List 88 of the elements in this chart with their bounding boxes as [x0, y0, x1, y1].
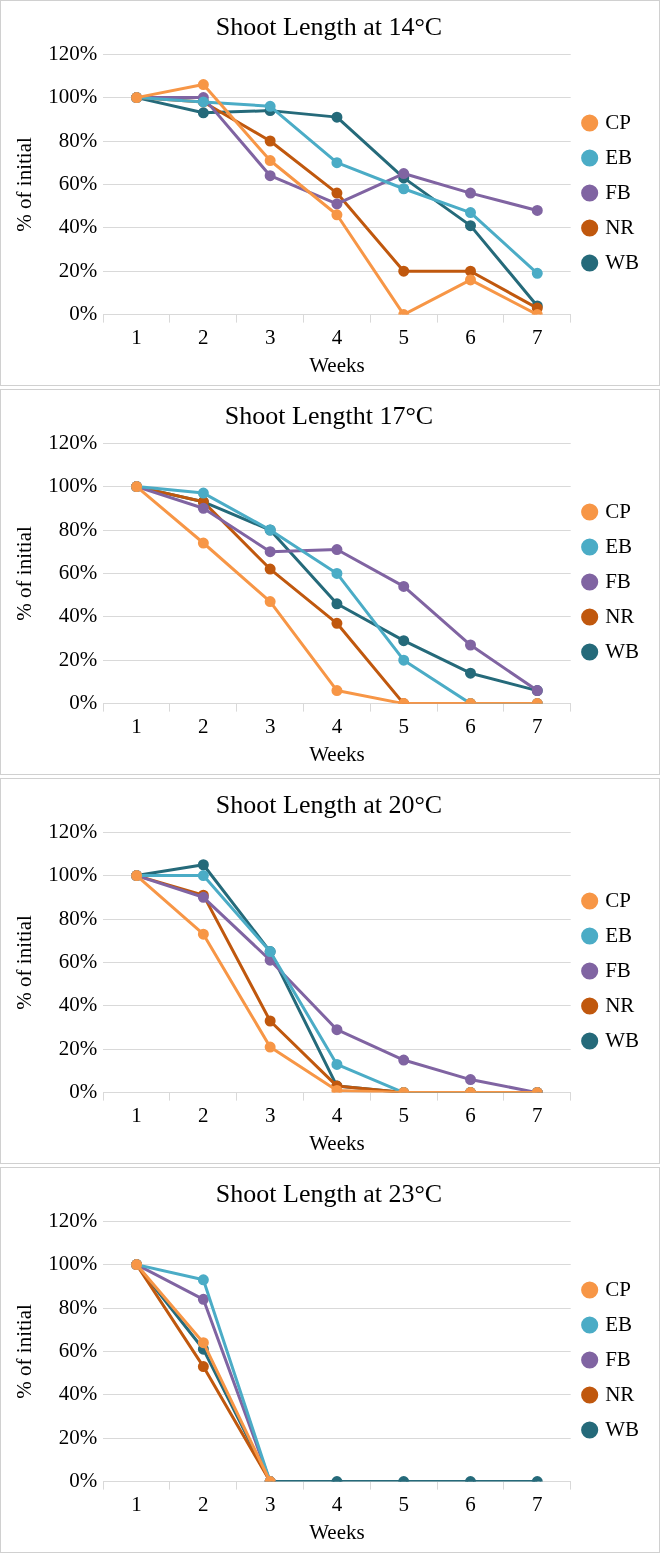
x-tick-label: 5: [398, 1491, 409, 1516]
y-axis-title: % of initial: [12, 915, 37, 1010]
legend-label: WB: [605, 638, 639, 663]
x-tick-label: 1: [131, 324, 142, 349]
x-tick-label: 4: [331, 1491, 343, 1516]
legend-label: FB: [605, 179, 631, 204]
x-axis-title: Weeks: [309, 741, 365, 766]
x-tick-label: 7: [532, 713, 543, 738]
y-tick-label: 40%: [58, 1381, 98, 1406]
x-tick-label: 4: [331, 713, 343, 738]
legend-label: FB: [605, 568, 631, 593]
y-axis-title: % of initial: [12, 1304, 37, 1399]
y-axis-title: % of initial: [12, 526, 37, 621]
y-tick-label: 20%: [58, 257, 98, 282]
legend-label: NR: [605, 1381, 635, 1406]
x-tick-label: 4: [331, 1102, 343, 1127]
x-tick-label: 2: [198, 1491, 209, 1516]
x-tick-label: 3: [264, 713, 276, 738]
y-tick-label: 80%: [58, 516, 98, 541]
x-tick-label: 3: [264, 1102, 276, 1127]
legend-label: FB: [605, 957, 631, 982]
y-tick-label: 100%: [48, 84, 98, 109]
legend-label: WB: [605, 1027, 639, 1052]
y-tick-label: 20%: [58, 1035, 98, 1060]
x-tick-label: 2: [198, 1102, 209, 1127]
x-tick-label: 5: [398, 1102, 409, 1127]
legend-label: NR: [605, 214, 635, 239]
chart-title: Shoot Lengtht 17°C: [224, 401, 434, 431]
y-tick-label: 100%: [48, 862, 98, 887]
x-tick-label: 2: [198, 713, 209, 738]
y-tick-label: 20%: [58, 1424, 98, 1449]
y-tick-label: 60%: [58, 170, 98, 195]
legend-label: CP: [605, 887, 631, 912]
y-tick-label: 20%: [58, 646, 98, 671]
legend-label: FB: [605, 1346, 631, 1371]
x-tick-label: 3: [264, 1491, 276, 1516]
legend-label: EB: [605, 144, 633, 169]
y-tick-label: 120%: [48, 40, 98, 65]
legend-label: CP: [605, 1276, 631, 1301]
y-tick-label: 0%: [69, 1468, 98, 1493]
x-tick-label: 1: [131, 713, 142, 738]
legend-label: WB: [605, 1416, 639, 1441]
y-tick-label: 80%: [58, 127, 98, 152]
y-tick-label: 120%: [48, 1207, 98, 1232]
y-tick-label: 80%: [58, 1294, 98, 1319]
y-axis-title: % of initial: [12, 137, 37, 232]
chart-title: Shoot Length at 20°C: [215, 790, 443, 820]
x-axis-title: Weeks: [309, 1519, 365, 1544]
y-tick-label: 100%: [48, 473, 98, 498]
chart-title: Shoot Length at 23°C: [215, 1179, 443, 1209]
x-tick-label: 7: [532, 324, 543, 349]
x-axis-title: Weeks: [309, 1130, 365, 1155]
legend-label: CP: [605, 109, 631, 134]
y-tick-label: 100%: [48, 1251, 98, 1276]
legend-label: EB: [605, 533, 633, 558]
x-tick-label: 2: [198, 324, 209, 349]
legend-label: CP: [605, 498, 631, 523]
x-tick-label: 6: [465, 713, 476, 738]
y-tick-label: 40%: [58, 214, 98, 239]
legend-label: EB: [605, 1311, 633, 1336]
legend-label: EB: [605, 922, 633, 947]
y-tick-label: 0%: [69, 690, 98, 715]
legend-label: WB: [605, 249, 639, 274]
y-tick-label: 80%: [58, 905, 98, 930]
x-tick-label: 5: [398, 324, 409, 349]
x-tick-label: 5: [398, 713, 409, 738]
x-tick-label: 1: [131, 1491, 142, 1516]
y-tick-label: 0%: [69, 1079, 98, 1104]
legend-label: NR: [605, 603, 635, 628]
y-tick-label: 0%: [69, 301, 98, 326]
x-tick-label: 7: [532, 1102, 543, 1127]
x-tick-label: 4: [331, 324, 343, 349]
y-tick-label: 40%: [58, 992, 98, 1017]
x-tick-label: 1: [131, 1102, 142, 1127]
y-tick-label: 60%: [58, 948, 98, 973]
chart-title: Shoot Length at 14°C: [215, 12, 443, 42]
y-tick-label: 60%: [58, 1337, 98, 1362]
y-tick-label: 60%: [58, 559, 98, 584]
x-axis-title: Weeks: [309, 352, 365, 377]
x-tick-label: 7: [532, 1491, 543, 1516]
y-tick-label: 40%: [58, 603, 98, 628]
y-tick-label: 120%: [48, 429, 98, 454]
x-tick-label: 6: [465, 324, 476, 349]
x-tick-label: 3: [264, 324, 276, 349]
x-tick-label: 6: [465, 1491, 476, 1516]
x-tick-label: 6: [465, 1102, 476, 1127]
legend-label: NR: [605, 992, 635, 1017]
y-tick-label: 120%: [48, 818, 98, 843]
